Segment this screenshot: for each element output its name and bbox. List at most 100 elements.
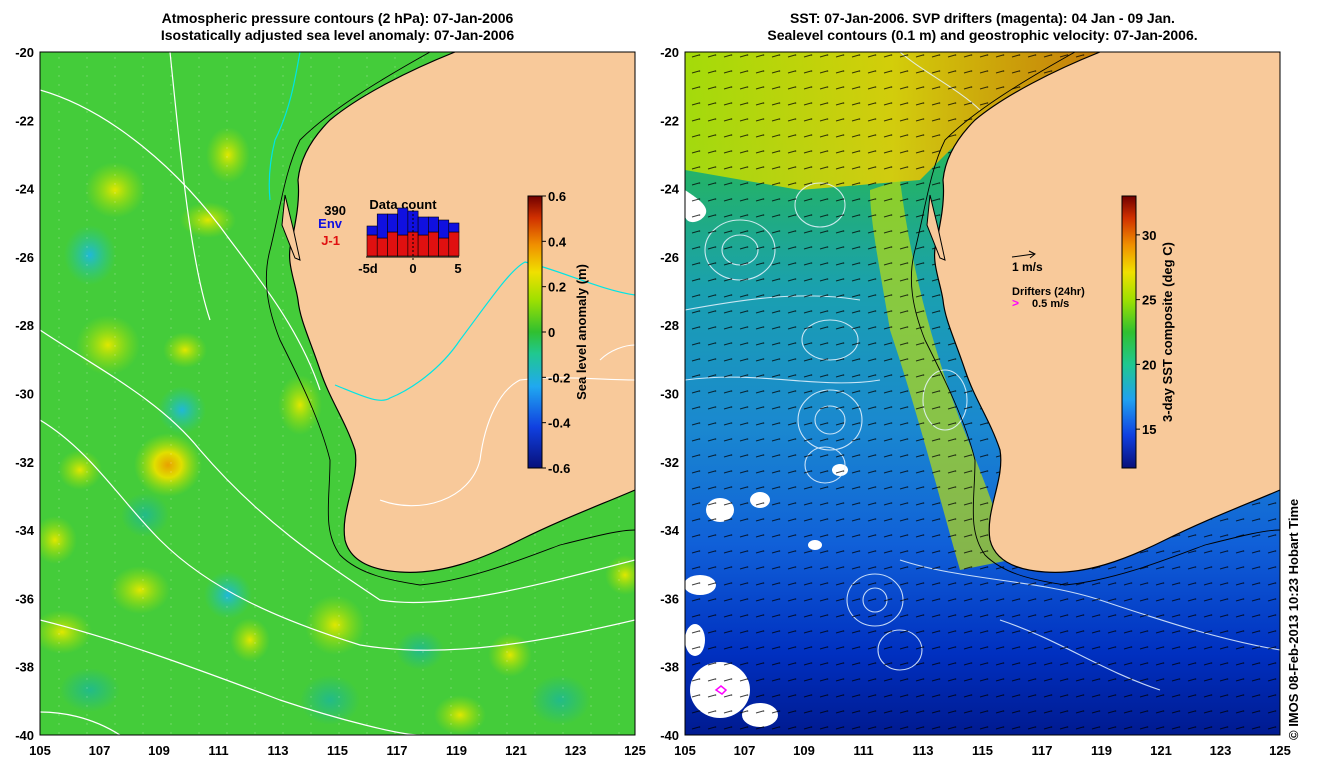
- data-count-bar-j1: [448, 231, 460, 257]
- sst-tick-label: 15: [1142, 422, 1156, 437]
- right-map-frame: [684, 51, 1281, 736]
- sla-colorbar: 0.6 0.4 0.2 0 -0.2 -0.4 -0.6 Sea level anomaly…: [527, 189, 589, 476]
- sla-tick-label: 0.2: [548, 280, 566, 295]
- data-count-bar-env: [417, 216, 429, 236]
- left-lat-label: -36: [15, 591, 34, 606]
- sst-colorbar: 30 25 20 15 3-day SST composite (deg C): [1121, 195, 1175, 469]
- right-lon-label: 125: [1269, 743, 1291, 758]
- data-count-bar-j1: [438, 237, 450, 257]
- left-lat-label: -34: [15, 523, 35, 538]
- data-count-bar-env: [397, 207, 409, 236]
- credit-text: © IMOS 08-Feb-2013 10:23 Hobart Time: [1286, 498, 1301, 740]
- left-lon-label: 123: [565, 743, 587, 758]
- left-lon-label: 115: [327, 743, 348, 758]
- velocity-scale-arrowhead: [1028, 250, 1036, 259]
- sst-tick-label: 30: [1142, 228, 1156, 243]
- left-map-title: Atmospheric pressure contours (2 hPa): 0…: [40, 10, 635, 44]
- sla-colorbar-label: Sea level anomaly (m): [574, 264, 589, 400]
- data-count-xlabel-0: -5d: [358, 261, 378, 276]
- data-count-inset: Data count 390 Env J-1 -5d 0 5: [318, 197, 461, 276]
- right-lon-label: 117: [1032, 743, 1053, 758]
- sla-tick-label: 0.6: [548, 189, 566, 204]
- sla-tick-label: -0.6: [548, 461, 570, 476]
- right-map: [685, 52, 1280, 735]
- drifters-legend-title: Drifters (24hr): [1012, 286, 1085, 298]
- left-lat-label: -40: [15, 728, 34, 743]
- left-lon-label: 119: [446, 743, 467, 758]
- left-lat-label: -32: [15, 455, 34, 470]
- right-lat-label: -34: [660, 523, 680, 538]
- right-lat-label: -24: [660, 182, 680, 197]
- isobath-contour-right: [910, 52, 1280, 586]
- data-count-j1-label: J-1: [321, 233, 340, 248]
- right-lat-label: -28: [660, 318, 679, 333]
- data-count-bar-j1: [366, 234, 378, 257]
- sla-tick-label: -0.4: [548, 416, 571, 431]
- sla-colorbar-gradient: [527, 195, 543, 469]
- velocity-legend: 1 m/s Drifters (24hr) > 0.5 m/s: [1011, 250, 1085, 310]
- right-lat-label: -22: [660, 113, 679, 128]
- left-map-frame: [39, 51, 636, 736]
- right-lon-label: 105: [674, 743, 696, 758]
- left-lon-label: 113: [268, 743, 289, 758]
- data-count-bar-env: [448, 222, 460, 233]
- right-lon-label: 107: [734, 743, 756, 758]
- sla-tick-label: 0: [548, 325, 555, 340]
- drifters-legend-scale: 0.5 m/s: [1032, 298, 1069, 310]
- velocity-scale-label: 1 m/s: [1012, 260, 1043, 274]
- right-title-line1: SST: 07-Jan-2006. SVP drifters (magenta)…: [790, 10, 1175, 26]
- left-lon-label: 111: [208, 743, 228, 758]
- right-lon-label: 115: [972, 743, 993, 758]
- data-count-bar-env: [428, 216, 439, 233]
- sla-tick-label: -0.2: [548, 370, 570, 385]
- left-map: [40, 52, 635, 735]
- data-count-bar-j1: [387, 231, 398, 257]
- left-lat-label: -28: [15, 318, 34, 333]
- left-lon-label: 109: [148, 743, 170, 758]
- right-map-title: SST: 07-Jan-2006. SVP drifters (magenta)…: [685, 10, 1280, 44]
- drifters-legend-symbol: >: [1012, 296, 1019, 310]
- right-lat-label: -20: [660, 45, 679, 60]
- right-lat-label: -32: [660, 455, 679, 470]
- pressure-contours: [40, 52, 635, 735]
- data-count-bar-env: [366, 225, 378, 236]
- land-australia: [281, 52, 635, 573]
- right-lat-label: -38: [660, 660, 679, 675]
- left-lat-label: -26: [15, 250, 34, 265]
- land-australia-right: [926, 52, 1280, 573]
- data-count-xlabel-2: 5: [454, 261, 461, 276]
- land-white-contours: [379, 344, 635, 507]
- left-lon-label: 125: [624, 743, 646, 758]
- right-lon-label: 121: [1150, 743, 1172, 758]
- sst-colorbar-gradient: [1121, 195, 1137, 469]
- right-lon-label: 119: [1091, 743, 1112, 758]
- data-count-bar-env: [376, 213, 388, 239]
- data-count-bar-j1: [397, 234, 409, 257]
- left-lat-label: -38: [15, 660, 34, 675]
- data-count-env-label: Env: [318, 216, 343, 231]
- right-lon-label: 123: [1210, 743, 1232, 758]
- data-count-bar-env: [387, 213, 398, 233]
- right-lat-label: -40: [660, 728, 679, 743]
- left-lat-label: -30: [15, 387, 34, 402]
- sst-tick-label: 25: [1142, 293, 1156, 308]
- drifter-track: [714, 685, 728, 695]
- left-lon-label: 117: [387, 743, 408, 758]
- left-lat-label: -24: [15, 182, 35, 197]
- right-lat-label: -30: [660, 387, 679, 402]
- right-lon-label: 111: [853, 743, 873, 758]
- left-title-line2: Isostatically adjusted sea level anomaly…: [160, 27, 515, 43]
- sst-tick-label: 20: [1142, 357, 1156, 372]
- left-lat-label: -22: [15, 113, 34, 128]
- right-title-line2: Sealevel contours (0.1 m) and geostrophi…: [767, 27, 1198, 43]
- right-lat-label: -36: [660, 591, 679, 606]
- left-title-line1: Atmospheric pressure contours (2 hPa): 0…: [161, 10, 514, 26]
- left-lon-label: 107: [89, 743, 111, 758]
- left-lat-label: -20: [15, 45, 34, 60]
- data-count-bar-env: [438, 219, 450, 239]
- velocity-scale-arrow: [1011, 253, 1035, 258]
- left-lon-label: 105: [29, 743, 51, 758]
- data-count-xlabel-1: 0: [409, 261, 416, 276]
- data-count-bar-j1: [428, 231, 439, 257]
